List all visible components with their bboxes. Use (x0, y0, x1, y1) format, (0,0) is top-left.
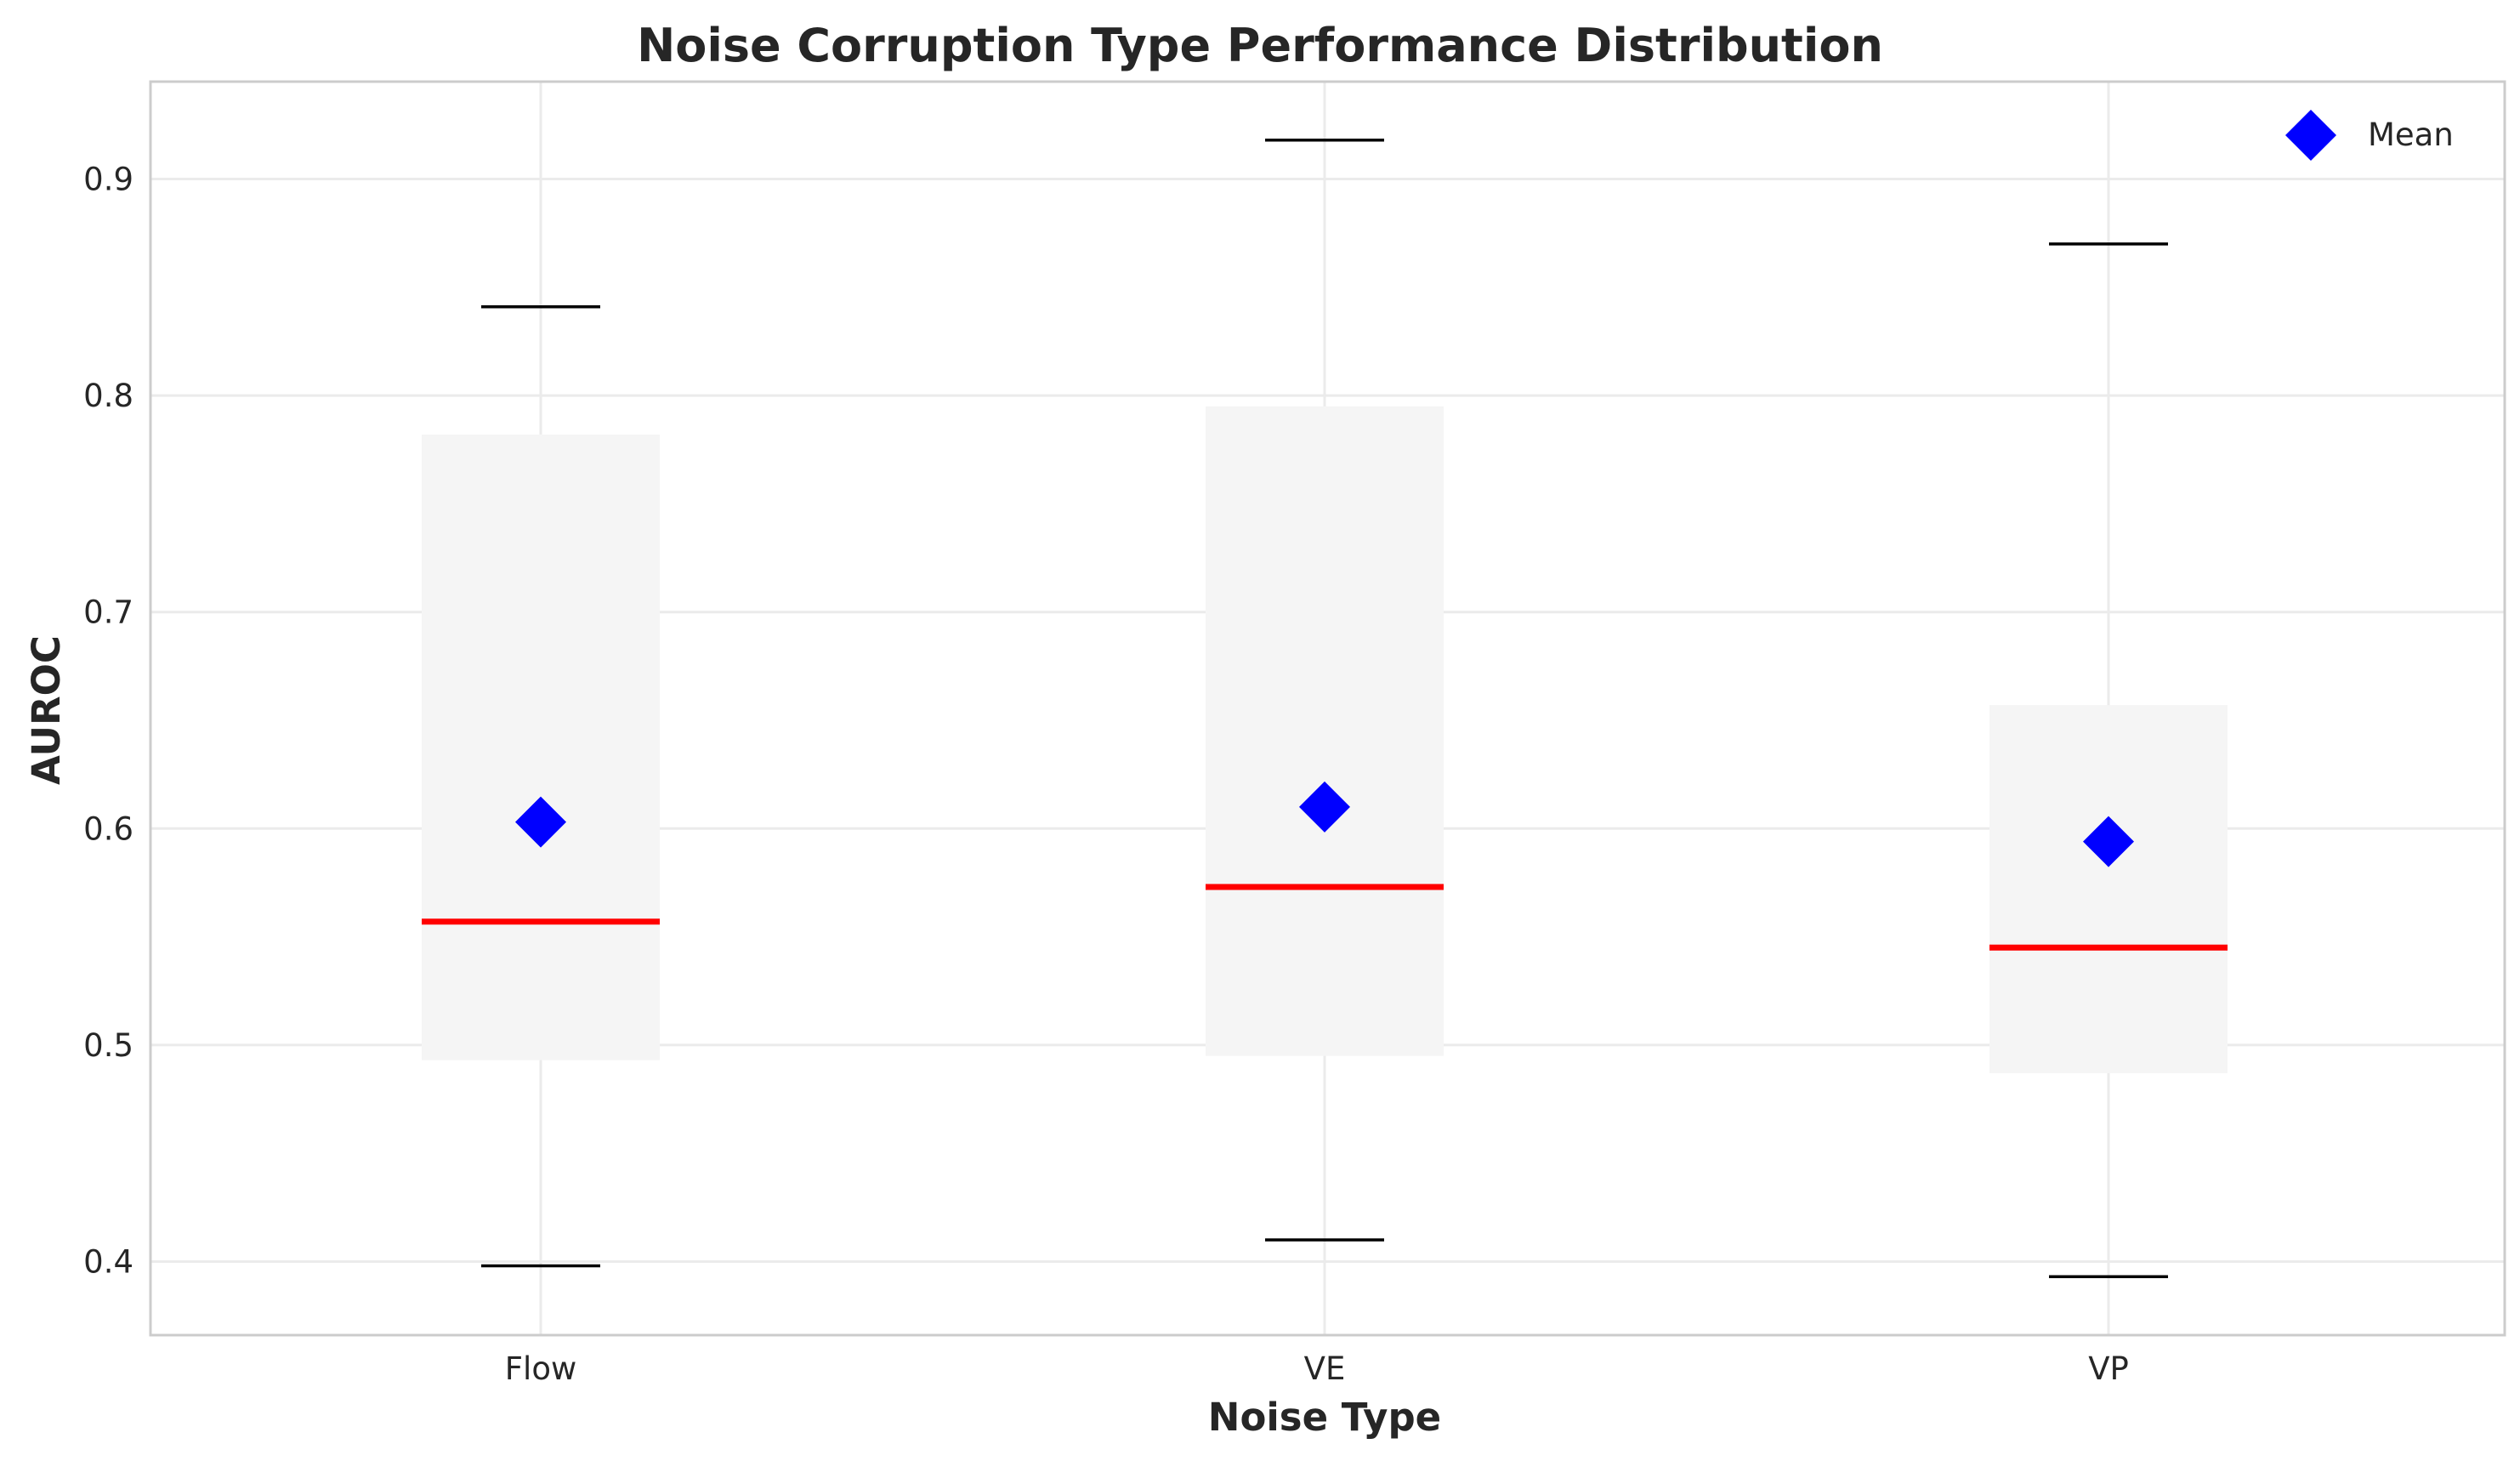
box-iqr (1206, 406, 1444, 1056)
legend-mean-marker (2285, 110, 2336, 161)
y-tick-label: 0.6 (83, 810, 133, 847)
mean-marker (1299, 781, 1350, 833)
x-axis-label: Noise Type (1208, 1395, 1441, 1440)
chart-title: Noise Corruption Type Performance Distri… (637, 19, 1883, 72)
mean-marker (2083, 816, 2134, 867)
mean-marker (515, 796, 566, 848)
tick-labels: 0.4 0.5 0.6 0.7 0.8 0.9 Flow VE VP (83, 162, 2129, 1387)
box-group-vp (1989, 242, 2228, 1279)
box-group-ve (1206, 138, 1444, 1242)
y-tick-label: 0.7 (83, 594, 133, 631)
x-tick-label: VE (1304, 1350, 1346, 1387)
x-tick-label: Flow (505, 1350, 576, 1387)
y-tick-label: 0.9 (83, 162, 133, 198)
y-tick-label: 0.5 (83, 1027, 133, 1064)
y-axis-label: AUROC (24, 635, 69, 785)
x-tick-label: VP (2088, 1350, 2129, 1387)
legend-mean-label: Mean (2368, 117, 2454, 153)
y-tick-label: 0.8 (83, 378, 133, 414)
legend: Mean (2285, 110, 2454, 161)
box-group-flow (422, 305, 660, 1268)
y-tick-label: 0.4 (83, 1243, 133, 1280)
box-iqr (1989, 705, 2228, 1073)
box-iqr (422, 434, 660, 1060)
plot-frame (149, 80, 2506, 1337)
boxes (422, 138, 2228, 1279)
